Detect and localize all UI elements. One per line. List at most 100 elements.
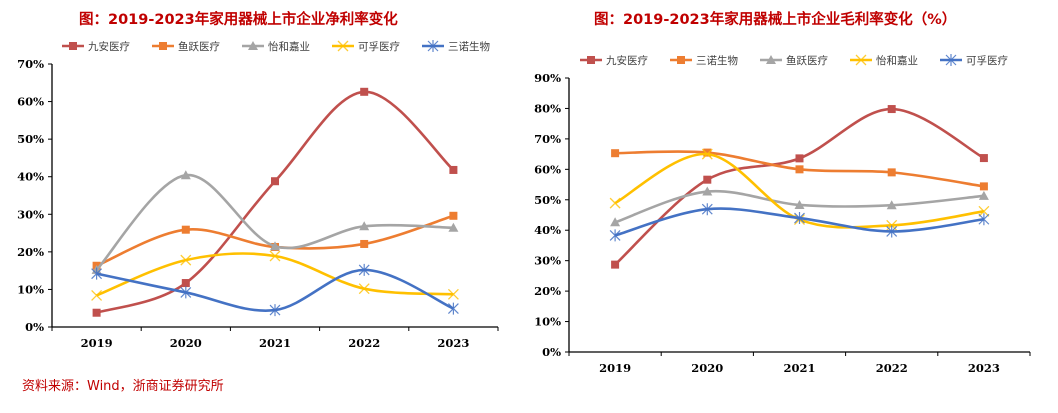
y-tick-label: 90% bbox=[534, 71, 561, 85]
data-point bbox=[978, 190, 989, 200]
data-point bbox=[795, 165, 804, 174]
y-tick-label: 50% bbox=[17, 132, 44, 146]
y-tick-label: 40% bbox=[534, 223, 561, 237]
data-point bbox=[448, 222, 459, 232]
data-point bbox=[611, 260, 620, 269]
y-tick-label: 40% bbox=[17, 170, 44, 184]
data-point bbox=[92, 308, 101, 317]
legend-marker bbox=[677, 56, 685, 64]
y-tick-label: 20% bbox=[17, 245, 44, 259]
data-point bbox=[359, 221, 370, 231]
legend-marker bbox=[159, 42, 167, 50]
data-point bbox=[360, 239, 369, 248]
data-point bbox=[703, 175, 712, 184]
x-tick-label: 2022 bbox=[348, 336, 380, 350]
legend-label: 可孚医疗 bbox=[358, 40, 400, 53]
y-tick-label: 80% bbox=[534, 101, 561, 115]
series-3 bbox=[91, 250, 459, 301]
gross-margin-chart: 0% 10% 20% 30% 40% 50% 60% 70% 80% 90% 2019 2020 202… bbox=[534, 54, 1031, 375]
data-point bbox=[180, 286, 192, 299]
legend-label: 怡和嘉业 bbox=[268, 40, 310, 53]
legend-marker bbox=[427, 40, 439, 52]
data-point bbox=[886, 200, 897, 210]
data-point bbox=[358, 283, 370, 295]
series-1 bbox=[92, 211, 458, 270]
x-tick-label: 2019 bbox=[599, 361, 631, 375]
y-tick-label: 0% bbox=[542, 345, 561, 359]
data-point bbox=[447, 302, 459, 315]
source-note: 资料来源：Wind，浙商证券研究所 bbox=[22, 379, 224, 394]
legend-marker bbox=[337, 40, 349, 52]
data-point bbox=[701, 203, 713, 216]
y-tick-label: 60% bbox=[534, 162, 561, 176]
legend-label: 九安医疗 bbox=[606, 54, 648, 67]
series-2 bbox=[610, 186, 989, 227]
series-4 bbox=[609, 203, 990, 242]
x-tick-label: 2022 bbox=[876, 361, 908, 375]
legend-item: 可孚医疗 bbox=[332, 40, 400, 53]
data-point bbox=[360, 87, 369, 96]
data-point bbox=[887, 105, 896, 114]
y-tick-label: 30% bbox=[17, 207, 44, 221]
legend-item: 三诺生物 bbox=[670, 54, 738, 67]
y-tick-label: 60% bbox=[17, 95, 44, 109]
legend-marker bbox=[766, 55, 776, 64]
chart-title-gross-margin: 图：2019-2023年家用器械上市企业毛利率变化（%） bbox=[594, 12, 957, 28]
x-tick-label: 2020 bbox=[691, 361, 723, 375]
legend-marker bbox=[248, 41, 258, 50]
data-point bbox=[978, 213, 990, 226]
legend-label: 三诺生物 bbox=[696, 54, 738, 67]
legend-label: 可孚医疗 bbox=[966, 54, 1008, 67]
series-1 bbox=[611, 148, 988, 191]
legend-item: 鱼跃医疗 bbox=[152, 40, 220, 53]
x-tick-label: 2019 bbox=[81, 336, 113, 350]
data-point bbox=[449, 165, 458, 174]
data-point bbox=[269, 304, 281, 317]
y-tick-label: 70% bbox=[17, 57, 44, 71]
series-line bbox=[96, 214, 454, 267]
series-2 bbox=[91, 170, 459, 274]
data-point bbox=[609, 229, 621, 242]
data-point bbox=[703, 148, 712, 157]
data-point bbox=[887, 168, 896, 177]
net-margin-chart: 0% 10% 20% 30% 40% 50% 60% 70% 2019 2020 2021 2022 2… bbox=[17, 40, 499, 350]
data-point bbox=[91, 267, 103, 280]
series-0 bbox=[92, 87, 458, 317]
data-point bbox=[886, 225, 898, 238]
y-tick-label: 10% bbox=[17, 282, 44, 296]
chart-title-net-margin: 图：2019-2023年家用器械上市企业净利率变化 bbox=[79, 12, 398, 28]
data-point bbox=[794, 212, 805, 225]
data-point bbox=[795, 154, 804, 163]
data-point bbox=[180, 170, 191, 180]
series-0 bbox=[611, 105, 988, 269]
data-point bbox=[979, 154, 988, 163]
data-point bbox=[269, 250, 281, 262]
data-point bbox=[181, 279, 190, 288]
data-point bbox=[610, 217, 621, 227]
legend-marker bbox=[69, 42, 77, 50]
legend-label: 九安医疗 bbox=[88, 40, 130, 53]
data-point bbox=[271, 177, 279, 186]
x-tick-label: 2021 bbox=[259, 336, 291, 350]
x-tick-label: 2023 bbox=[968, 361, 1000, 375]
series-line bbox=[96, 252, 454, 297]
legend: 九安医疗 三诺生物 鱼跃医疗 怡和嘉业 可孚医疗 bbox=[580, 54, 1008, 67]
data-point bbox=[180, 254, 192, 266]
data-point bbox=[449, 211, 458, 220]
data-point bbox=[358, 263, 370, 276]
data-point bbox=[181, 225, 190, 234]
data-point bbox=[979, 182, 988, 191]
y-tick-label: 10% bbox=[534, 315, 561, 329]
legend-label: 鱼跃医疗 bbox=[178, 40, 220, 53]
legend-item: 可孚医疗 bbox=[940, 54, 1008, 67]
data-point bbox=[701, 148, 713, 160]
x-tick-label: 2020 bbox=[170, 336, 202, 350]
y-tick-label: 50% bbox=[534, 193, 561, 207]
data-point bbox=[794, 199, 805, 209]
legend: 九安医疗 鱼跃医疗 怡和嘉业 可孚医疗 三诺生物 bbox=[62, 40, 490, 53]
y-tick-label: 30% bbox=[534, 254, 561, 268]
legend-item: 三诺生物 bbox=[422, 40, 490, 53]
legend-item: 九安医疗 bbox=[580, 54, 648, 67]
series-line bbox=[614, 107, 985, 266]
